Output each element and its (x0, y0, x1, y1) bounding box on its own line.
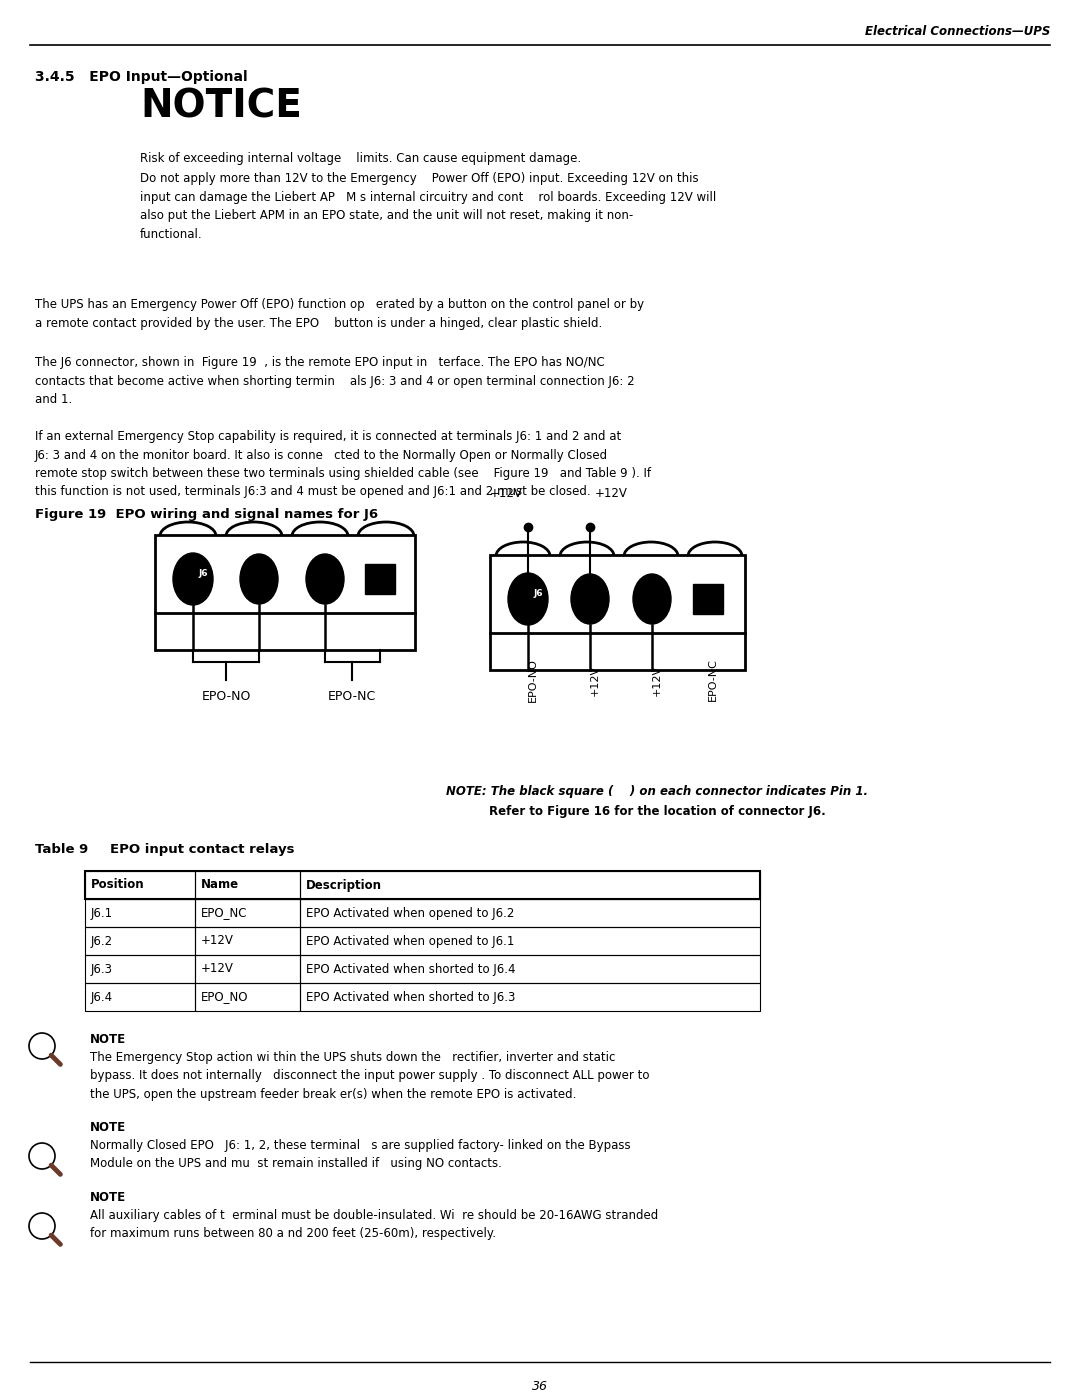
Text: J6: J6 (534, 588, 542, 598)
Text: NOTE: NOTE (90, 1120, 126, 1134)
Text: EPO Activated when opened to J6.1: EPO Activated when opened to J6.1 (306, 935, 514, 947)
Text: Electrical Connections—UPS: Electrical Connections—UPS (865, 25, 1050, 38)
Text: EPO-NO: EPO-NO (201, 690, 251, 703)
Text: Position: Position (91, 879, 145, 891)
Text: Figure 19  EPO wiring and signal names for J6: Figure 19 EPO wiring and signal names fo… (35, 509, 378, 521)
Text: The UPS has an Emergency Power Off (EPO) function op   erated by a button on the: The UPS has an Emergency Power Off (EPO)… (35, 298, 644, 330)
Text: All auxiliary cables of t  erminal must be double-insulated. Wi  re should be 20: All auxiliary cables of t erminal must b… (90, 1208, 658, 1241)
Text: The Emergency Stop action wi thin the UPS shuts down the   rectifier, inverter a: The Emergency Stop action wi thin the UP… (90, 1051, 649, 1101)
Bar (300, 928, 760, 956)
Text: EPO-NC: EPO-NC (328, 690, 376, 703)
Bar (195, 870, 300, 900)
Text: Do not apply more than 12V to the Emergency    Power Off (EPO) input. Exceeding : Do not apply more than 12V to the Emerge… (140, 172, 716, 240)
Text: +12V: +12V (201, 963, 234, 975)
Ellipse shape (571, 574, 609, 624)
Bar (365, 564, 395, 594)
Text: EPO Activated when opened to J6.2: EPO Activated when opened to J6.2 (306, 907, 514, 919)
Bar (195, 900, 300, 928)
Ellipse shape (240, 555, 278, 604)
Text: 3.4.5   EPO Input—Optional: 3.4.5 EPO Input—Optional (35, 70, 247, 84)
Text: J6.4: J6.4 (91, 990, 113, 1003)
Bar (195, 983, 300, 1011)
Ellipse shape (633, 574, 671, 624)
Text: EPO_NC: EPO_NC (201, 907, 247, 919)
Text: Table 9: Table 9 (35, 842, 89, 856)
Bar (85, 928, 195, 956)
Text: Normally Closed EPO   J6: 1, 2, these terminal   s are supplied factory- linked : Normally Closed EPO J6: 1, 2, these term… (90, 1139, 631, 1171)
Bar (300, 983, 760, 1011)
Text: +12V: +12V (652, 665, 662, 696)
Text: +12V: +12V (490, 488, 523, 500)
Text: NOTE: NOTE (90, 1192, 126, 1204)
Text: +12V: +12V (201, 935, 234, 947)
Text: NOTE: The black square (    ) on each connector indicates Pin 1.: NOTE: The black square ( ) on each conne… (446, 785, 868, 798)
Text: EPO_NO: EPO_NO (201, 990, 248, 1003)
Bar (300, 956, 760, 983)
Text: EPO-NO: EPO-NO (528, 658, 538, 701)
Text: J6.3: J6.3 (91, 963, 113, 975)
Text: Risk of exceeding internal voltage    limits. Can cause equipment damage.: Risk of exceeding internal voltage limit… (140, 152, 581, 165)
Text: Description: Description (306, 879, 382, 891)
Bar (490, 555, 745, 671)
Text: The J6 connector, shown in  Figure 19  , is the remote EPO input in   terface. T: The J6 connector, shown in Figure 19 , i… (35, 356, 635, 407)
Text: EPO-NC: EPO-NC (708, 658, 718, 701)
Text: J6.2: J6.2 (91, 935, 113, 947)
Text: Name: Name (201, 879, 239, 891)
Ellipse shape (508, 573, 548, 624)
Text: J6: J6 (198, 569, 207, 577)
Bar (85, 870, 195, 900)
Text: NOTICE: NOTICE (140, 88, 302, 126)
Text: +12V: +12V (590, 665, 600, 696)
Bar (85, 900, 195, 928)
Text: Refer to Figure 16 for the location of connector J6.: Refer to Figure 16 for the location of c… (489, 805, 826, 819)
Text: EPO input contact relays: EPO input contact relays (110, 842, 295, 856)
Ellipse shape (306, 555, 345, 604)
Bar (195, 956, 300, 983)
Bar (300, 870, 760, 900)
Bar (195, 928, 300, 956)
Bar (85, 870, 760, 900)
Bar (693, 584, 723, 615)
Text: +12V: +12V (595, 488, 627, 500)
Bar (85, 956, 195, 983)
Text: If an external Emergency Stop capability is required, it is connected at termina: If an external Emergency Stop capability… (35, 430, 651, 499)
Text: EPO Activated when shorted to J6.3: EPO Activated when shorted to J6.3 (306, 990, 515, 1003)
Text: 36: 36 (532, 1380, 548, 1393)
Bar (85, 983, 195, 1011)
Bar (300, 900, 760, 928)
Ellipse shape (173, 553, 213, 605)
Text: J6.1: J6.1 (91, 907, 113, 919)
Bar (156, 535, 415, 650)
Text: NOTE: NOTE (90, 1032, 126, 1046)
Text: EPO Activated when shorted to J6.4: EPO Activated when shorted to J6.4 (306, 963, 515, 975)
